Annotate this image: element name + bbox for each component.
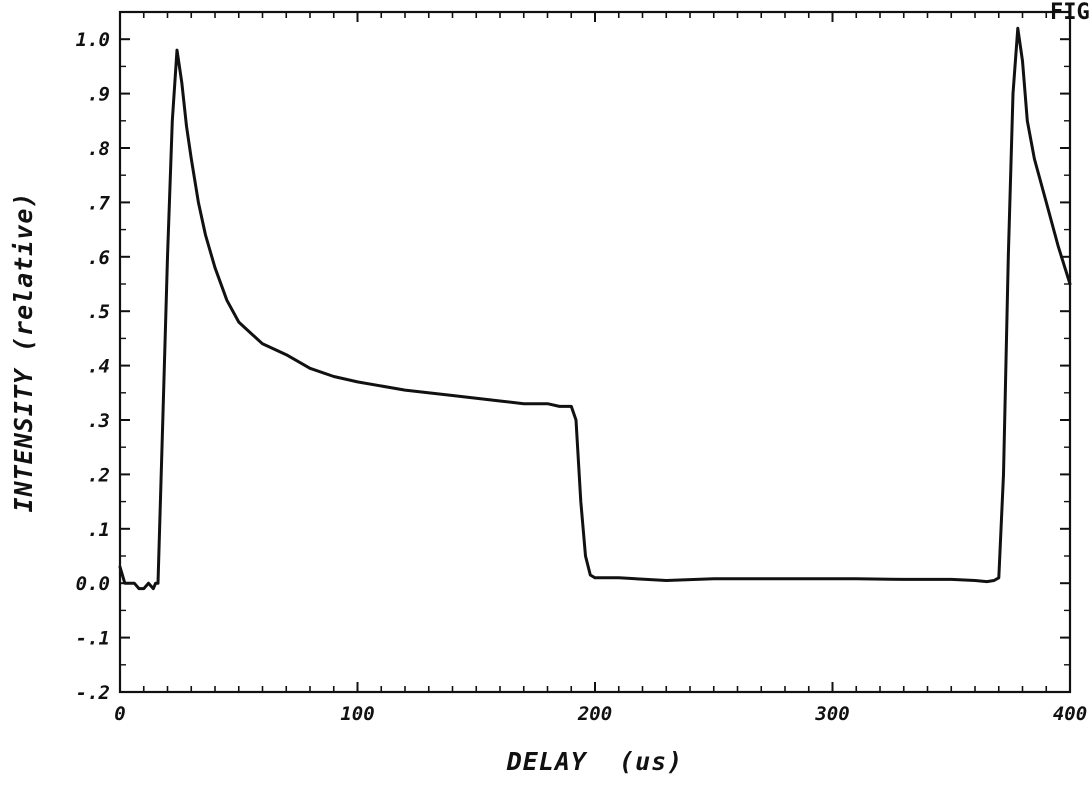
x-axis-label: DELAY (us): [506, 747, 684, 776]
plot-frame: [118, 10, 1072, 694]
x-tick-label: 300: [814, 703, 849, 725]
y-tick-label: .6: [87, 247, 110, 269]
x-tick-label: 200: [577, 703, 612, 725]
y-tick-label: 0.0: [76, 573, 110, 595]
x-tick-label: 0: [114, 703, 125, 725]
y-tick-label: 1.0: [76, 29, 110, 51]
x-tick-label: 400: [1053, 703, 1087, 725]
series-layer: [118, 26, 1072, 591]
y-tick-label: .3: [87, 410, 110, 432]
y-tick-label: .1: [87, 519, 110, 541]
tick-labels: 0 100 200 300 400 1.0 .9 .8 .7 .6 .5 .4 .3 .2 .1 0.0 -.1…: [76, 29, 1087, 725]
y-tick-label: -.2: [76, 682, 110, 704]
y-axis-label: INTENSITY (relative): [9, 191, 38, 512]
y-tick-label: .8: [87, 138, 110, 160]
y-tick-label: .9: [87, 84, 110, 106]
y-tick-label: .5: [87, 301, 110, 323]
x-tick-label: 100: [340, 703, 374, 725]
axis-ticks: [119, 11, 1071, 693]
y-tick-label: -.1: [76, 628, 110, 650]
y-tick-label: .4: [87, 356, 110, 378]
y-tick-label: .7: [87, 192, 110, 214]
series-line-0: [118, 26, 1072, 591]
y-tick-label: .2: [87, 464, 110, 486]
plot-axes: [118, 10, 1072, 694]
